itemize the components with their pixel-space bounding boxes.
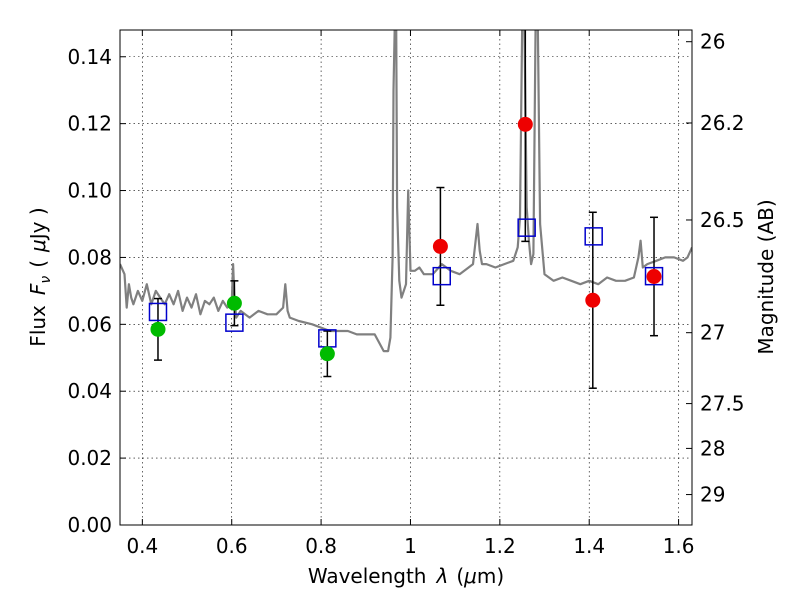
y-tick-label: 0.08: [67, 245, 112, 269]
y2-tick-label: 28: [700, 436, 725, 460]
y2-tick-label: 27.5: [700, 392, 745, 416]
x-tick-label: 1.6: [663, 534, 695, 558]
x-tick-label: 1: [404, 534, 417, 558]
grid: [120, 30, 692, 526]
x-tick-label: 0.6: [216, 534, 248, 558]
x-tick-label: 0.4: [126, 534, 158, 558]
y2-tick-label: 26: [700, 30, 725, 54]
x-tick-label: 1.2: [484, 534, 516, 558]
model-spectrum-line: [120, 30, 692, 353]
model-band-square: [225, 313, 244, 332]
photometry-point: [585, 292, 601, 308]
model-band-square: [517, 218, 536, 237]
model-band-square: [148, 302, 168, 322]
ticks: 0.4 0.6 0.8 1 1.2 1.4 1.6 0.00 0.02 0.04 0.06 0.08 0…: [67, 30, 744, 558]
y-tick-label: 0.12: [67, 112, 112, 136]
y-tick-label: 0.14: [67, 45, 112, 69]
y2-tick-label: 29: [700, 483, 725, 507]
model-band-square: [644, 266, 664, 286]
photometry-point: [646, 268, 662, 284]
y-tick-label: 0.00: [67, 513, 112, 537]
y-tick-label: 0.10: [67, 179, 112, 203]
y2-tick-label: 27: [700, 321, 725, 345]
photometry-point: [432, 238, 448, 254]
y-tick-label: 0.06: [67, 312, 112, 336]
photometry-point: [517, 116, 533, 132]
series-layer: [120, 30, 692, 389]
model-band-square: [584, 227, 603, 246]
photometry-point: [150, 321, 166, 337]
y2-axis-label: Magnitude (AB): [754, 199, 778, 354]
x-axis-label: Wavelength λ (μm): [308, 564, 504, 588]
y-axis-label: FluxFν(μJy ): [26, 207, 54, 346]
photometry-point: [319, 346, 335, 362]
plot-frame: [119, 29, 693, 526]
y2-tick-label: 26.5: [700, 208, 745, 232]
y-tick-label: 0.02: [67, 446, 112, 470]
model-band-square: [432, 266, 451, 286]
photometry-point: [226, 295, 242, 311]
x-tick-label: 0.8: [305, 534, 337, 558]
y-tick-label: 0.04: [67, 379, 112, 403]
x-tick-label: 1.4: [573, 534, 605, 558]
y2-tick-label: 26.2: [700, 111, 745, 135]
